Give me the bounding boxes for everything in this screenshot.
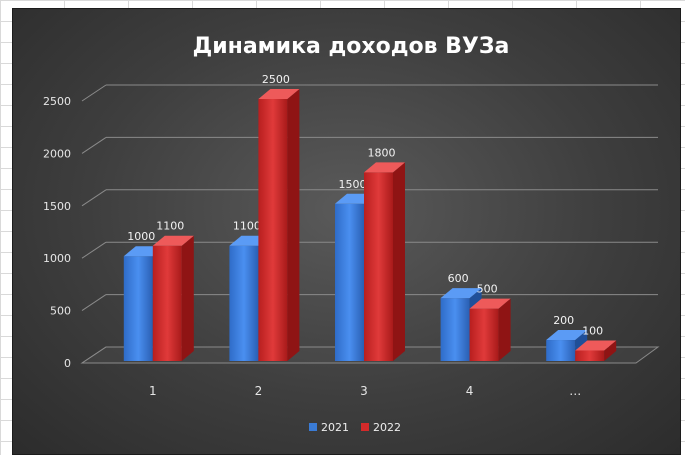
gridline-slant (81, 294, 107, 312)
bar-2022-3 (364, 172, 393, 361)
gridline-slant (81, 189, 107, 207)
y-tick-label: 2000 (43, 147, 71, 160)
legend-swatch-2021 (309, 423, 317, 431)
bar-side-2022 (393, 162, 405, 361)
legend-label-2021: 2021 (321, 421, 349, 434)
legend-swatch-2022 (361, 423, 369, 431)
data-label: 1800 (368, 146, 396, 159)
x-tick-label: 3 (360, 384, 368, 398)
bar-top-2022 (469, 298, 511, 309)
y-tick-label: 0 (64, 357, 71, 370)
x-tick-label: 2 (255, 384, 263, 398)
legend-label-2022: 2022 (373, 421, 401, 434)
bar-2021-3 (335, 203, 364, 361)
data-label: 100 (582, 325, 603, 338)
bar-top-2022 (258, 89, 300, 99)
data-label: 1500 (339, 178, 367, 191)
bar-2021-1 (123, 256, 153, 361)
bar-top-2022 (152, 235, 194, 246)
gridline-slant (81, 241, 107, 259)
y-tick-label: 1000 (43, 252, 71, 265)
bar-top-2021 (440, 288, 482, 299)
data-label: 1100 (156, 220, 184, 233)
bar-side-2022 (181, 235, 194, 361)
bar-side-2022 (287, 89, 300, 361)
data-label: 1100 (233, 220, 261, 233)
bar-2021-2 (229, 245, 259, 361)
x-axis: 1 2 3 4 … (149, 384, 581, 398)
bar-2022-4 (469, 308, 499, 361)
gridline-slant (81, 84, 107, 102)
y-tick-label: 1500 (43, 200, 71, 213)
gridline-slant (81, 136, 107, 154)
y-tick-label: 2500 (43, 95, 71, 108)
chart-title: Динамика доходов ВУЗа (193, 34, 510, 59)
bar-2021-… (546, 340, 576, 361)
bar-side-2022 (604, 340, 617, 361)
data-label: 2500 (262, 73, 290, 86)
data-label: 600 (448, 272, 469, 285)
y-tick-label: 500 (50, 305, 71, 318)
x-tick-label: … (569, 384, 581, 398)
bar-top-2022 (364, 162, 405, 173)
y-axis: 0 500 1000 1500 2000 2500 (43, 95, 71, 370)
bar-side-2022 (498, 298, 511, 361)
bar-top-2022 (575, 340, 617, 351)
chart-area[interactable]: Динамика доходов ВУЗа 0 500 1000 1500 2000 25… (12, 8, 681, 455)
x-tick-label: 4 (466, 384, 474, 398)
bar-2022-… (575, 350, 605, 361)
data-label: 200 (553, 314, 574, 327)
column-chart: Динамика доходов ВУЗа 050010001500200025… (43, 34, 660, 434)
bar-2022-2 (258, 99, 288, 361)
bar-top-2021 (546, 330, 588, 341)
bar-2022-1 (152, 245, 182, 361)
x-tick-label: 1 (149, 384, 157, 398)
data-label: 1000 (127, 230, 155, 243)
data-label: 500 (477, 283, 498, 296)
bar-2021-4 (440, 298, 470, 361)
legend: 2021 2022 (309, 421, 401, 434)
